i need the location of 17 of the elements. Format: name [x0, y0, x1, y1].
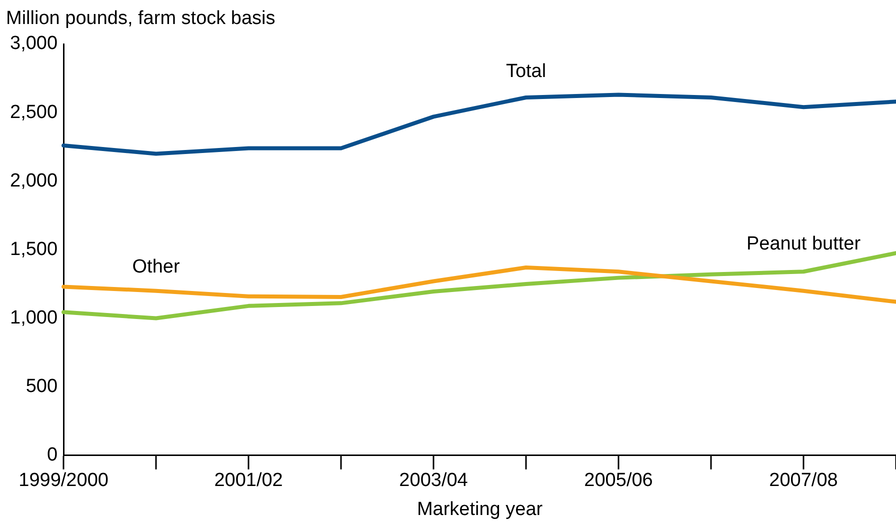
x-tick-label: 2005/06: [584, 470, 653, 492]
series-label: Other: [132, 256, 180, 278]
series-label: Peanut butter: [746, 233, 862, 254]
y-tick-label: 0: [46, 444, 58, 466]
x-tick-label: 2003/04: [399, 470, 468, 492]
series-label: Total: [506, 61, 546, 82]
x-tick-label: 1999/2000: [18, 470, 108, 492]
y-axis-title: Million pounds, farm stock basis: [6, 8, 276, 30]
y-tick-label: 500: [26, 376, 58, 398]
y-tick-label: 3,000: [10, 33, 58, 54]
y-tick-label: 1,500: [10, 238, 58, 260]
y-tick-label: 2,000: [10, 170, 58, 192]
x-tick-label: 2007/08: [769, 470, 838, 492]
x-axis-title: Marketing year: [416, 498, 544, 520]
y-tick-label: 2,500: [10, 102, 58, 123]
y-tick-label: 1,000: [10, 308, 58, 328]
x-tick-label: 2001/02: [214, 470, 283, 492]
